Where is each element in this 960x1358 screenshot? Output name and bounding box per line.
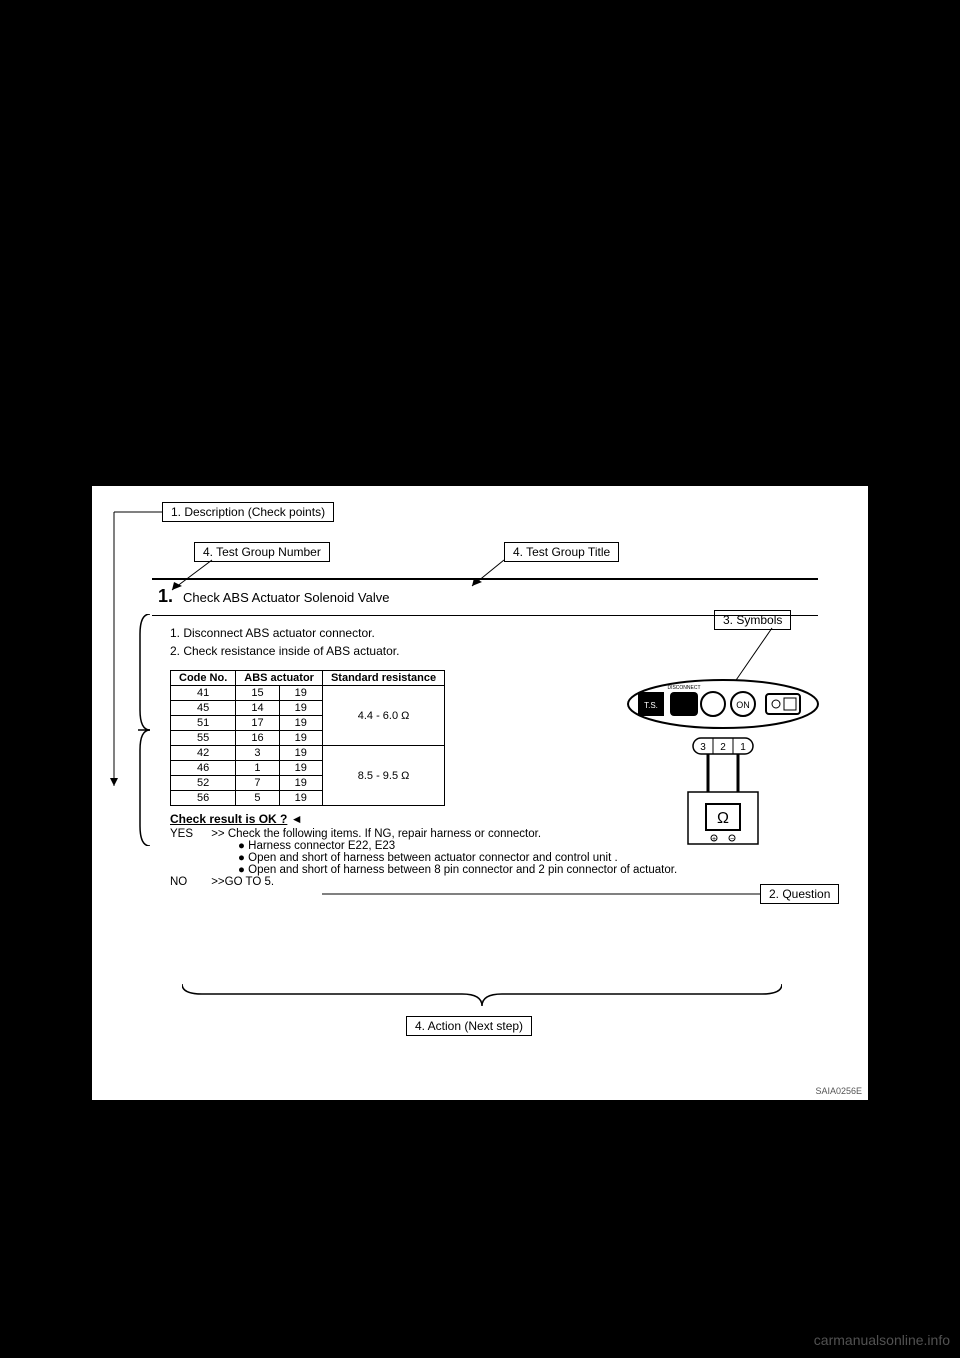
svg-text:Ω: Ω xyxy=(717,810,729,827)
svg-text:DISCONNECT: DISCONNECT xyxy=(667,685,700,691)
figure-code: SAIA0256E xyxy=(815,1086,862,1096)
yes-text: >> Check the following items. If NG, rep… xyxy=(211,828,541,840)
cell: 45 xyxy=(171,701,236,716)
svg-text:ON: ON xyxy=(736,700,750,710)
cell: 19 xyxy=(279,716,322,731)
cell: 3 xyxy=(236,746,279,761)
resistance-table: Code No. ABS actuator Standard resistanc… xyxy=(170,670,445,806)
left-brace xyxy=(138,614,152,846)
manual-page: 1. Description (Check points) 4. Test Gr… xyxy=(92,486,868,1100)
label-action: 4. Action (Next step) xyxy=(406,1016,532,1036)
label-test-group-title: 4. Test Group Title xyxy=(504,542,619,562)
cell: 52 xyxy=(171,776,236,791)
left-arrow-icon: ◄ xyxy=(291,812,303,826)
cell: 51 xyxy=(171,716,236,731)
cell: 16 xyxy=(236,731,279,746)
svg-text:+: + xyxy=(712,836,716,843)
cell: 1 xyxy=(236,761,279,776)
svg-text:T.S.: T.S. xyxy=(644,701,658,710)
svg-text:−: − xyxy=(730,836,734,843)
cell: 56 xyxy=(171,791,236,806)
svg-text:2: 2 xyxy=(720,742,726,753)
svg-text:1: 1 xyxy=(740,742,746,753)
cell-res1: 4.4 - 6.0 Ω xyxy=(322,686,444,746)
label-description: 1. Description (Check points) xyxy=(162,502,334,522)
cell: 41 xyxy=(171,686,236,701)
cell: 42 xyxy=(171,746,236,761)
label-test-group-number: 4. Test Group Number xyxy=(194,542,330,562)
cell: 46 xyxy=(171,761,236,776)
no-text: >>GO TO 5. xyxy=(211,876,274,888)
step-number: 1. xyxy=(158,586,173,607)
bottom-brace xyxy=(182,984,782,1008)
cell: 19 xyxy=(279,746,322,761)
yes-label: YES xyxy=(170,828,208,840)
substep-1: 1. Disconnect ABS actuator connector. xyxy=(170,624,812,642)
symbols-diagram: T.S. DISCONNECT ON 3 2 1 Ω xyxy=(618,674,828,854)
cell: 19 xyxy=(279,701,322,716)
cell: 19 xyxy=(279,686,322,701)
substep-2: 2. Check resistance inside of ABS actuat… xyxy=(170,642,812,660)
cell: 15 xyxy=(236,686,279,701)
svg-text:3: 3 xyxy=(700,742,706,753)
cell: 14 xyxy=(236,701,279,716)
cell: 5 xyxy=(236,791,279,806)
step-title: Check ABS Actuator Solenoid Valve xyxy=(183,590,389,605)
cell: 55 xyxy=(171,731,236,746)
bullet-3: Open and short of harness between 8 pin … xyxy=(238,864,812,876)
step-title-row: 1. Check ABS Actuator Solenoid Valve xyxy=(152,580,818,616)
cell-res2: 8.5 - 9.5 Ω xyxy=(322,746,444,806)
th-actuator: ABS actuator xyxy=(236,671,323,686)
th-resistance: Standard resistance xyxy=(322,671,444,686)
substeps: 1. Disconnect ABS actuator connector. 2.… xyxy=(170,624,812,660)
cell: 7 xyxy=(236,776,279,791)
cell: 19 xyxy=(279,731,322,746)
cell: 19 xyxy=(279,776,322,791)
cell: 17 xyxy=(236,716,279,731)
watermark: carmanualsonline.info xyxy=(814,1332,950,1348)
no-label: NO xyxy=(170,876,208,888)
th-code: Code No. xyxy=(171,671,236,686)
cell: 19 xyxy=(279,791,322,806)
check-result-text: Check result is OK ? xyxy=(170,812,287,826)
cell: 19 xyxy=(279,761,322,776)
